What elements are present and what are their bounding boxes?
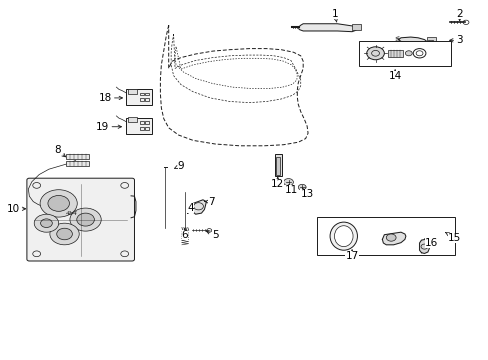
FancyBboxPatch shape: [27, 178, 134, 261]
Circle shape: [41, 219, 52, 228]
Text: 9: 9: [174, 161, 184, 171]
Bar: [430, 40, 432, 41]
Text: 4: 4: [187, 203, 194, 213]
Circle shape: [40, 190, 77, 217]
Text: 6: 6: [181, 229, 188, 240]
Text: 2: 2: [455, 9, 462, 21]
Text: 8: 8: [54, 145, 65, 157]
Text: 3: 3: [449, 35, 462, 45]
Bar: [140, 98, 143, 101]
Bar: [126, 89, 151, 105]
Text: 15: 15: [445, 233, 461, 243]
Bar: [351, 24, 360, 30]
Text: 5: 5: [206, 230, 218, 240]
Bar: [140, 93, 143, 95]
Text: 14: 14: [387, 70, 401, 81]
Text: 7: 7: [204, 197, 214, 207]
Circle shape: [405, 51, 411, 56]
Text: 11: 11: [284, 184, 298, 195]
Bar: [140, 127, 143, 130]
Ellipse shape: [334, 226, 352, 247]
Text: 18: 18: [98, 93, 122, 103]
Text: 17: 17: [345, 250, 358, 261]
Circle shape: [50, 223, 79, 245]
Bar: [140, 121, 143, 124]
Bar: [128, 117, 137, 122]
Circle shape: [57, 228, 72, 240]
Circle shape: [283, 179, 293, 186]
Circle shape: [298, 184, 305, 190]
Bar: [316, 217, 454, 255]
Polygon shape: [191, 200, 206, 214]
Bar: [274, 154, 281, 176]
Ellipse shape: [329, 222, 357, 250]
Text: 16: 16: [424, 238, 437, 248]
Text: 19: 19: [96, 122, 121, 132]
Bar: [144, 127, 148, 130]
Polygon shape: [382, 232, 405, 245]
Bar: [126, 118, 151, 134]
Bar: [359, 41, 450, 66]
Polygon shape: [419, 239, 428, 253]
Bar: [426, 37, 435, 42]
Bar: [128, 89, 137, 94]
Bar: [66, 161, 89, 166]
Polygon shape: [298, 24, 356, 32]
Polygon shape: [398, 37, 426, 43]
Text: 12: 12: [270, 177, 284, 189]
Text: 13: 13: [300, 189, 313, 199]
Bar: [276, 157, 280, 175]
Bar: [66, 154, 89, 159]
Circle shape: [366, 47, 384, 60]
Circle shape: [386, 234, 395, 241]
Bar: [427, 40, 429, 41]
Bar: [144, 98, 148, 101]
Bar: [144, 121, 148, 124]
Circle shape: [34, 214, 59, 232]
Circle shape: [77, 213, 94, 226]
Text: 1: 1: [331, 9, 338, 22]
Text: 10: 10: [7, 204, 25, 214]
Bar: [387, 50, 402, 57]
Bar: [144, 93, 148, 95]
Circle shape: [70, 208, 101, 231]
Text: 4b4: 4b4: [66, 211, 78, 216]
Circle shape: [48, 195, 69, 211]
